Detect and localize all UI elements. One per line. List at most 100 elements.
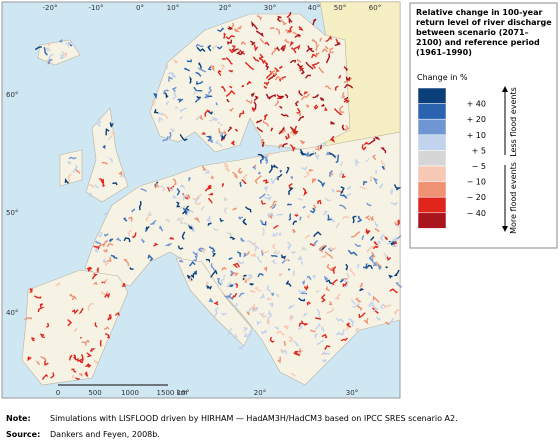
river <box>188 224 193 231</box>
river <box>249 290 256 293</box>
river <box>285 29 292 34</box>
river <box>317 179 326 188</box>
river <box>101 161 109 165</box>
river <box>301 166 308 171</box>
river <box>365 158 370 163</box>
river <box>84 371 89 377</box>
river <box>254 244 260 252</box>
river <box>389 288 398 294</box>
river <box>147 211 153 216</box>
river <box>190 272 197 279</box>
river <box>280 113 289 118</box>
river <box>264 196 273 201</box>
river <box>95 240 102 245</box>
river <box>194 98 201 103</box>
river <box>144 227 149 232</box>
river <box>228 69 234 73</box>
river <box>100 290 109 296</box>
river <box>186 274 193 281</box>
river <box>371 251 376 258</box>
river <box>336 190 344 194</box>
river <box>318 66 325 74</box>
river <box>250 92 255 97</box>
river <box>204 169 211 174</box>
river <box>372 295 380 303</box>
river <box>211 175 214 179</box>
river <box>344 83 354 89</box>
river <box>79 336 82 339</box>
river <box>225 34 235 40</box>
river <box>123 237 131 243</box>
river <box>228 257 233 261</box>
river <box>103 259 106 263</box>
river <box>366 245 377 253</box>
river <box>359 185 368 190</box>
river <box>361 144 367 151</box>
river <box>383 236 388 241</box>
river <box>210 65 215 72</box>
river <box>303 284 309 291</box>
river <box>131 208 136 213</box>
legend-swatch <box>417 165 447 182</box>
river <box>78 307 84 315</box>
river <box>140 188 147 192</box>
river <box>393 269 400 277</box>
river <box>272 232 279 237</box>
river <box>315 317 322 320</box>
river <box>370 236 375 241</box>
river <box>172 58 178 64</box>
river <box>345 325 350 331</box>
river <box>389 317 395 323</box>
iberia <box>21 269 129 386</box>
river <box>256 256 263 264</box>
river <box>67 173 72 183</box>
river <box>396 219 400 227</box>
river <box>213 307 219 317</box>
river <box>345 192 352 197</box>
longitude-label: 30° <box>264 4 276 12</box>
river <box>215 139 223 148</box>
river <box>313 104 319 110</box>
river <box>326 263 335 271</box>
river <box>313 231 322 238</box>
river <box>147 254 154 262</box>
river <box>176 201 180 208</box>
river <box>258 57 266 65</box>
river <box>185 193 191 199</box>
river <box>297 198 303 201</box>
latitude-label: 40° <box>6 309 18 317</box>
river <box>355 297 362 303</box>
river <box>206 284 213 290</box>
longitude-label: 10° <box>167 4 179 12</box>
legend-title: Relative change in 100-year return level… <box>416 8 552 57</box>
river <box>377 240 381 245</box>
river <box>93 281 98 286</box>
river <box>72 164 78 174</box>
river <box>261 249 270 254</box>
scale-label: 1000 <box>121 389 139 397</box>
river <box>294 100 299 107</box>
river <box>298 289 306 295</box>
river <box>272 243 276 250</box>
river <box>232 262 241 269</box>
river <box>204 185 212 192</box>
river <box>207 192 214 196</box>
river <box>386 238 395 245</box>
river <box>263 81 270 87</box>
river <box>98 242 106 248</box>
river <box>364 215 371 221</box>
river <box>210 269 218 278</box>
river <box>223 207 228 214</box>
longitude-label: 20° <box>254 389 266 397</box>
river <box>251 20 259 30</box>
legend-swatch <box>417 150 447 167</box>
river <box>294 214 299 217</box>
river <box>329 246 337 251</box>
river <box>305 61 314 70</box>
river <box>226 281 232 288</box>
river <box>65 41 72 47</box>
river <box>262 227 265 236</box>
river <box>91 273 98 280</box>
legend-swatch <box>417 181 447 198</box>
legend-subtitle: Change in % <box>417 73 468 82</box>
